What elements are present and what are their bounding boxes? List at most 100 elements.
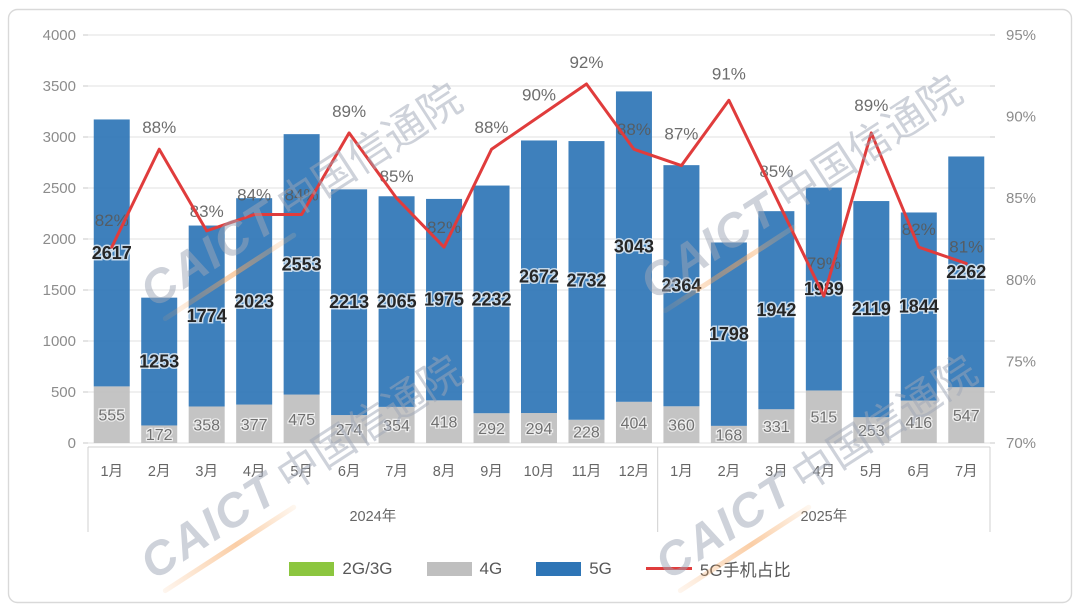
line-point-label: 82% [95, 211, 129, 230]
bar-label-4g: 292 [478, 421, 505, 438]
legend-item-5g-share: 5G手机占比 [645, 556, 791, 581]
bar-label-4g: 475 [288, 412, 315, 429]
left-axis-tick-label: 3000 [43, 129, 76, 146]
year-label: 2024年 [349, 508, 396, 525]
bar-label-4g: 354 [383, 418, 410, 435]
left-axis-tick-label: 2000 [43, 231, 76, 248]
line-point-label: 89% [854, 96, 888, 115]
right-axis-tick-label: 70% [1006, 435, 1036, 452]
bar-5g [521, 140, 557, 414]
bar-label-4g: 168 [716, 427, 743, 444]
left-axis-tick-label: 500 [51, 384, 76, 401]
legend-swatch-2g3g-icon [289, 561, 335, 576]
bar-4g [426, 400, 463, 443]
bar-5g [615, 91, 652, 402]
year-label: 2025年 [800, 508, 847, 525]
month-label: 11月 [572, 464, 602, 480]
line-point-labels: 82%88%83%84% 84%89%85%82%88%90%92%88% 87%9… [95, 53, 984, 273]
bar-4g [93, 386, 130, 443]
bar-5g [378, 196, 415, 407]
bar-4g [805, 390, 842, 443]
month-label: 6月 [908, 464, 931, 480]
bar-4g [948, 387, 985, 443]
legend-item-2g3g: 2G/3G [289, 558, 393, 579]
month-label: 4月 [243, 464, 266, 480]
line-point-label: 85% [380, 167, 414, 186]
bar-4g [188, 406, 225, 443]
bar-label-4g: 253 [858, 423, 885, 440]
month-label: 3月 [765, 464, 788, 480]
bar-4g [568, 419, 605, 443]
legend-swatch-5g-icon [536, 561, 582, 576]
bar-4g [900, 400, 937, 443]
legend-item-4g: 4G [426, 559, 502, 579]
bar-label-4g: 228 [573, 424, 600, 441]
bar-4g [710, 425, 747, 443]
bar-label-5g: 1975 [424, 290, 464, 310]
month-label: 1月 [100, 464, 123, 480]
legend-label-5g: 5G [589, 558, 612, 578]
bar-label-4g: 331 [763, 419, 790, 436]
bar-label-4g: 555 [98, 408, 125, 425]
bar-labels-4g: 555 172 358 377 475 274 354 418 292 294 228 404 360 1… [97, 406, 981, 445]
chart-legend: 2G/3G 4G 5G 5G手机占比 [0, 556, 1080, 581]
bar-5g [805, 187, 842, 391]
month-label: 2月 [148, 464, 171, 480]
left-axis-tick-label: 0 [68, 435, 76, 452]
bar-label-4g: 358 [193, 418, 220, 435]
bar-label-4g: 547 [953, 408, 980, 425]
line-point-label: 82% [902, 220, 936, 239]
bar-label-5g: 2023 [234, 291, 274, 311]
bar-label-4g: 416 [905, 415, 932, 432]
bar-5g [93, 119, 130, 387]
line-point-label: 87% [664, 125, 698, 144]
line-point-label: 90% [522, 86, 556, 105]
month-label: 1月 [670, 464, 693, 480]
month-label: 5月 [290, 464, 313, 480]
line-point-label: 84% [237, 186, 271, 205]
line-point-label: 85% [759, 162, 793, 181]
bar-5g [426, 198, 463, 401]
bar-label-5g: 1253 [139, 352, 179, 372]
bar-label-5g: 1798 [709, 324, 749, 344]
left-axis-tick-label: 3500 [43, 78, 76, 95]
month-label: 10月 [524, 464, 555, 480]
bar-label-5g: 2119 [852, 299, 891, 319]
bar-label-5g: 2232 [472, 289, 512, 309]
line-point-label: 91% [712, 64, 746, 83]
right-axis-tick-label: 75% [1006, 353, 1036, 370]
bar-label-4g: 404 [621, 415, 648, 432]
month-label: 7月 [385, 464, 408, 480]
left-axis-tick-label: 4000 [43, 27, 76, 44]
bar-label-5g: 3043 [614, 237, 654, 257]
month-label: 3月 [195, 464, 218, 480]
legend-label-2g3g: 2G/3G [342, 558, 393, 578]
bar-label-4g: 377 [241, 417, 268, 434]
bar-label-4g: 274 [336, 422, 363, 439]
line-point-label: 92% [569, 53, 603, 72]
month-label: 4月 [813, 464, 836, 480]
month-label: 9月 [480, 464, 503, 480]
bar-label-5g: 2672 [519, 267, 559, 287]
bar-5g [853, 201, 890, 418]
bars [93, 91, 985, 443]
bar-4g [236, 404, 273, 443]
bar-label-5g: 2732 [566, 270, 606, 290]
bar-label-5g: 2553 [282, 254, 322, 274]
right-axis-tick-label: 90% [1006, 109, 1036, 126]
line-point-label: 88% [617, 120, 651, 139]
month-label: 12月 [619, 464, 650, 480]
legend-swatch-4g-icon [426, 561, 472, 576]
bar-label-5g: 2262 [946, 262, 986, 282]
bar-label-5g: 1989 [804, 279, 844, 299]
left-axis-tick-label: 1000 [43, 333, 76, 350]
bar-label-4g: 172 [146, 427, 173, 444]
bar-label-5g: 2213 [329, 292, 369, 312]
line-point-label: 81% [949, 237, 983, 256]
legend-label-5g-share: 5G手机占比 [699, 561, 791, 580]
bar-5g [948, 156, 985, 388]
bar-label-4g: 515 [810, 410, 837, 427]
bar-label-4g: 294 [526, 421, 553, 438]
right-axis-tick-label: 95% [1006, 27, 1036, 44]
